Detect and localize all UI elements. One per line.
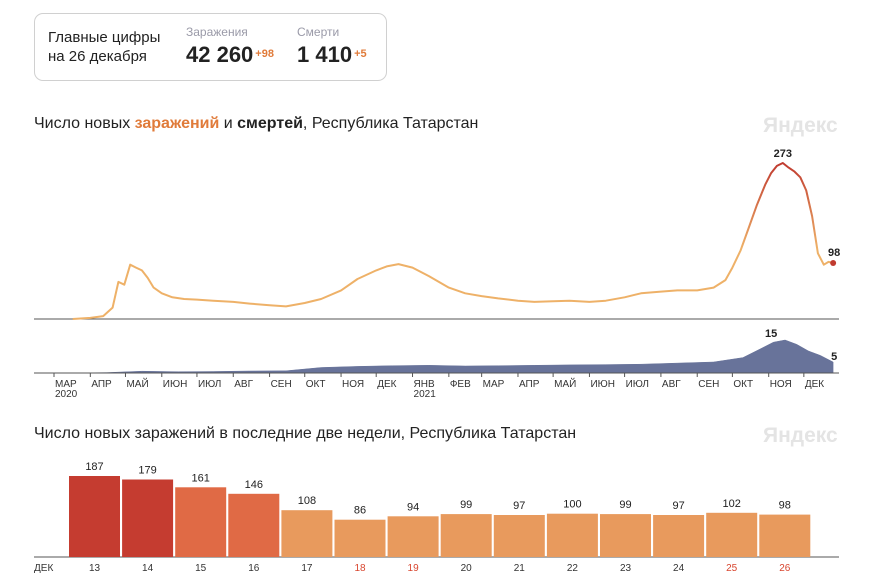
chart1-title-prefix: Число новых: [34, 115, 135, 132]
infections-last-dot: [830, 260, 837, 266]
bar-value-label: 86: [354, 505, 366, 517]
bar-day-22: [546, 513, 598, 557]
bar-category-label: 22: [567, 563, 579, 574]
infections-line: [72, 162, 834, 320]
month-label: АПР: [519, 379, 540, 390]
infections-stat: Заражения 42 260 +98: [186, 25, 274, 68]
bar-category-label: 16: [248, 563, 260, 574]
chart1-title-deaths: смертей: [237, 115, 303, 132]
bar-value-label: 161: [192, 472, 210, 484]
month-label: ОКТ: [733, 379, 753, 390]
chart1-title-mid: и: [219, 115, 238, 132]
bar-day-26: [759, 514, 811, 557]
deaths-increment: +5: [354, 48, 367, 60]
month-label: ЯНВ: [414, 379, 435, 390]
month-label: СЕН: [271, 379, 292, 390]
bar-value-label: 94: [407, 501, 419, 513]
bar-day-23: [600, 514, 651, 557]
month-label: ИЮН: [163, 379, 188, 390]
infections-peak-label: 273: [774, 148, 792, 160]
bar-value-label: 108: [298, 495, 316, 507]
bars-month-label: ДЕК: [34, 563, 53, 574]
bar-day-13: [69, 476, 120, 557]
chart2-title: Число новых заражений в последние две не…: [34, 425, 577, 442]
bar-value-label: 99: [460, 499, 472, 511]
infections-increment: +98: [255, 48, 274, 60]
deaths-total: 1 410: [297, 42, 353, 67]
bar-category-label: 15: [195, 563, 207, 574]
bar-value-label: 102: [723, 498, 741, 510]
bar-value-label: 187: [85, 461, 103, 473]
bar-day-25: [706, 512, 758, 557]
bar-day-18: [334, 519, 386, 557]
chart1-title-infections: заражений: [134, 115, 220, 132]
bar-day-19: [387, 516, 439, 557]
year-label-2020: 2020: [55, 389, 78, 400]
bar-value-label: 97: [672, 500, 684, 512]
month-label: НОЯ: [770, 379, 792, 390]
summary-label: Главные цифры на 26 декабря: [48, 28, 160, 66]
summary-card: Главные цифры на 26 декабря Заражения 42…: [34, 13, 387, 81]
bar-value-label: 97: [513, 500, 525, 512]
month-label: ОКТ: [306, 379, 326, 390]
month-label: НОЯ: [342, 379, 364, 390]
month-label: ИЮЛ: [198, 379, 221, 390]
deaths-area: [72, 339, 834, 374]
month-label: МАЙ: [126, 377, 148, 390]
chart1-title: Число новых заражений и смертей, Республ…: [34, 115, 478, 133]
month-label: ИЮЛ: [626, 379, 649, 390]
bar-category-label: 21: [514, 563, 526, 574]
month-label: АВГ: [662, 379, 681, 390]
bar-value-label: 179: [138, 464, 156, 476]
bar-day-15: [175, 487, 227, 557]
bar-day-16: [228, 493, 280, 557]
deaths-caption: Смерти: [297, 25, 340, 39]
bar-category-label: 25: [726, 563, 738, 574]
month-label: АВГ: [234, 379, 253, 390]
bar-value-label: 146: [245, 479, 263, 491]
month-label: ДЕК: [377, 379, 396, 390]
bar-day-14: [122, 479, 174, 557]
bar-category-label: 13: [89, 563, 101, 574]
bar-category-label: 18: [354, 563, 366, 574]
month-label: МАР: [55, 379, 77, 390]
month-label: СЕН: [698, 379, 719, 390]
yandex-watermark-1: Яндекс: [763, 114, 838, 137]
deaths-stat: Смерти 1 410 +5: [297, 25, 367, 68]
month-label: МАР: [483, 379, 505, 390]
bar-category-label: 19: [408, 563, 420, 574]
month-label: АПР: [91, 379, 112, 390]
month-label: ДЕК: [805, 379, 824, 390]
bar-category-label: 17: [301, 563, 313, 574]
bar-day-21: [493, 515, 545, 557]
year-label-2021: 2021: [414, 389, 437, 400]
bar-value-label: 98: [779, 500, 791, 512]
yandex-watermark-2: Яндекс: [763, 424, 838, 447]
summary-label-line1: Главные цифры: [48, 29, 161, 46]
bar-category-label: 24: [673, 563, 685, 574]
bar-day-24: [653, 515, 705, 557]
bar-category-label: 23: [620, 563, 632, 574]
month-label: МАЙ: [554, 377, 576, 390]
bar-value-label: 99: [619, 499, 631, 511]
bar-category-label: 26: [779, 563, 791, 574]
bar-day-20: [440, 514, 492, 557]
deaths-last-label: 5: [831, 351, 837, 363]
month-label: ИЮН: [590, 379, 615, 390]
bar-category-label: 14: [142, 563, 154, 574]
infections-last-label: 98: [828, 247, 840, 259]
bar-value-label: 100: [563, 499, 581, 511]
bar-day-17: [281, 510, 333, 557]
bar-category-label: 20: [461, 563, 473, 574]
deaths-peak-label: 15: [765, 328, 777, 340]
month-label: ФЕВ: [450, 379, 471, 390]
infections-total: 42 260: [186, 42, 254, 67]
summary-label-line2: на 26 декабря: [48, 48, 147, 65]
chart1-title-suffix: , Республика Татарстан: [302, 115, 479, 132]
infections-caption: Заражения: [186, 25, 248, 39]
